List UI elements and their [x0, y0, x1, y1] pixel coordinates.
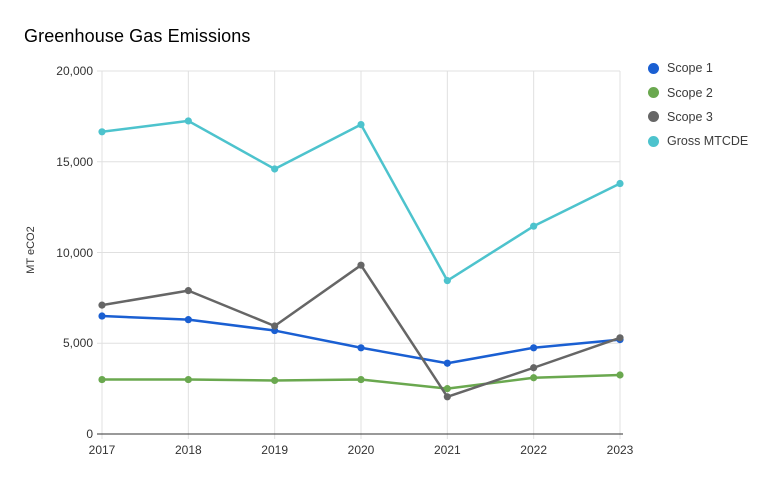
data-point-gross-mtcde — [530, 222, 538, 230]
data-point-scope-2 — [443, 385, 451, 393]
x-tick-label: 2023 — [606, 443, 634, 457]
data-point-scope-2 — [184, 375, 192, 384]
data-point-scope-1 — [357, 344, 365, 352]
data-point-scope-2 — [530, 374, 538, 382]
legend-dot-icon — [648, 87, 659, 99]
y-tick-label: 0 — [86, 427, 93, 441]
legend-label: Gross MTCDE — [667, 134, 749, 149]
chart-title: Greenhouse Gas Emissions — [24, 26, 251, 46]
legend-item-scope-3: Scope 3 — [648, 105, 748, 129]
data-point-scope-3 — [443, 393, 451, 401]
data-point-gross-mtcde — [357, 120, 365, 129]
data-point-gross-mtcde — [271, 165, 279, 173]
chart-legend: Scope 1 Scope 2 Scope 3 Gross MTCDE — [648, 56, 748, 154]
data-point-scope-2 — [98, 375, 106, 384]
data-point-scope-3 — [271, 322, 279, 330]
legend-item-scope-2: Scope 2 — [648, 80, 748, 104]
legend-dot-icon — [648, 135, 659, 147]
data-point-scope-2 — [271, 376, 279, 385]
y-tick-label: 10,000 — [56, 245, 93, 260]
legend-item-gross-mtcde: Gross MTCDE — [648, 129, 748, 153]
x-tick-label: 2022 — [520, 443, 547, 457]
legend-item-scope-1: Scope 1 — [648, 56, 748, 80]
data-point-scope-2 — [616, 371, 624, 379]
data-point-gross-mtcde — [184, 117, 192, 125]
data-point-scope-1 — [443, 359, 451, 367]
legend-dot-icon — [648, 111, 659, 123]
data-point-scope-1 — [530, 344, 538, 352]
data-point-scope-3 — [98, 301, 106, 309]
data-point-gross-mtcde — [616, 179, 624, 188]
legend-label: Scope 2 — [667, 85, 713, 100]
x-tick-label: 2017 — [88, 443, 116, 457]
y-tick-label: 20,000 — [56, 64, 93, 78]
data-point-scope-1 — [184, 316, 192, 324]
data-point-scope-3 — [616, 334, 624, 342]
data-point-gross-mtcde — [443, 277, 451, 285]
x-tick-label: 2019 — [261, 443, 288, 457]
legend-label: Scope 1 — [667, 61, 713, 76]
y-tick-label: 5,000 — [62, 336, 93, 351]
data-point-scope-3 — [357, 261, 365, 269]
x-tick-label: 2021 — [433, 443, 461, 457]
y-tick-label: 15,000 — [56, 154, 93, 169]
legend-dot-icon — [648, 62, 659, 74]
legend-label: Scope 3 — [667, 109, 713, 124]
data-point-scope-2 — [357, 375, 365, 384]
data-point-scope-3 — [530, 364, 538, 372]
x-tick-label: 2020 — [347, 443, 375, 457]
data-point-scope-1 — [98, 312, 106, 320]
x-tick-label: 2018 — [174, 443, 202, 457]
data-point-scope-3 — [184, 287, 192, 295]
data-point-gross-mtcde — [98, 128, 106, 136]
